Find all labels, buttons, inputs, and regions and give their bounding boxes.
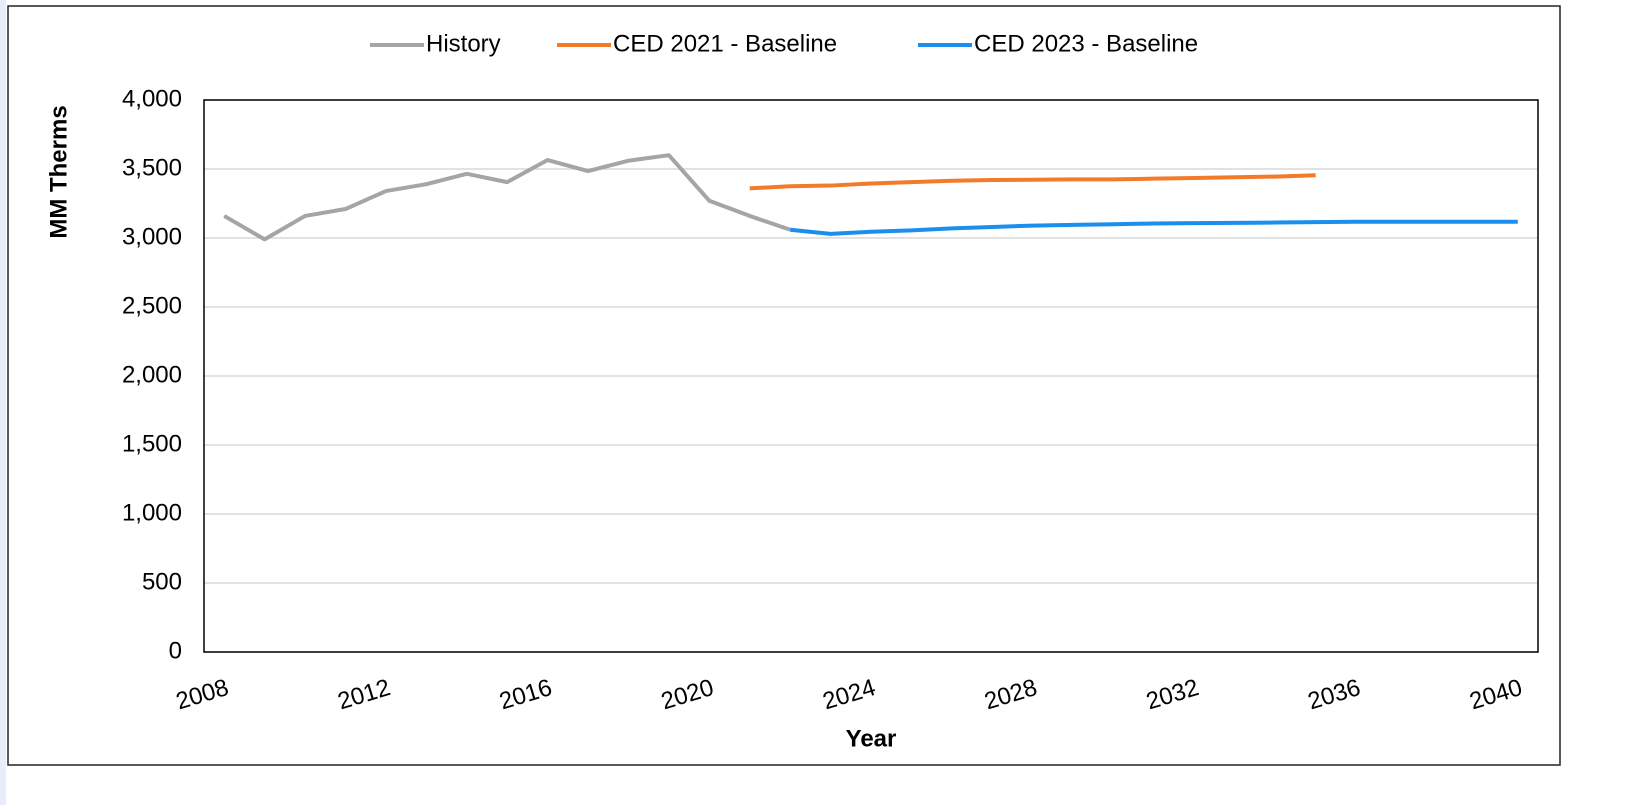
- x-axis-label: Year: [846, 725, 897, 752]
- y-tick-label: 3,000: [122, 223, 182, 250]
- y-tick-label: 2,500: [122, 292, 182, 319]
- side-strip: [0, 0, 6, 805]
- legend-label: CED 2021 - Baseline: [613, 30, 837, 57]
- y-tick-label: 3,500: [122, 154, 182, 181]
- y-tick-label: 1,000: [122, 499, 182, 526]
- plot-border: [203, 99, 1539, 653]
- y-tick-label: 2,000: [122, 361, 182, 388]
- series-line: [789, 219, 1518, 236]
- y-tick-label: 1,500: [122, 430, 182, 457]
- y-tick-label: 4,000: [122, 85, 182, 112]
- y-tick-label: 500: [142, 568, 182, 595]
- legend-label: CED 2023 - Baseline: [974, 30, 1198, 57]
- y-axis-label: MM Therms: [45, 105, 72, 238]
- series-line: [223, 153, 791, 242]
- chart-frame: [7, 5, 1561, 766]
- series-line: [749, 173, 1316, 191]
- y-tick-label: 0: [169, 637, 182, 664]
- legend-label: History: [426, 30, 501, 57]
